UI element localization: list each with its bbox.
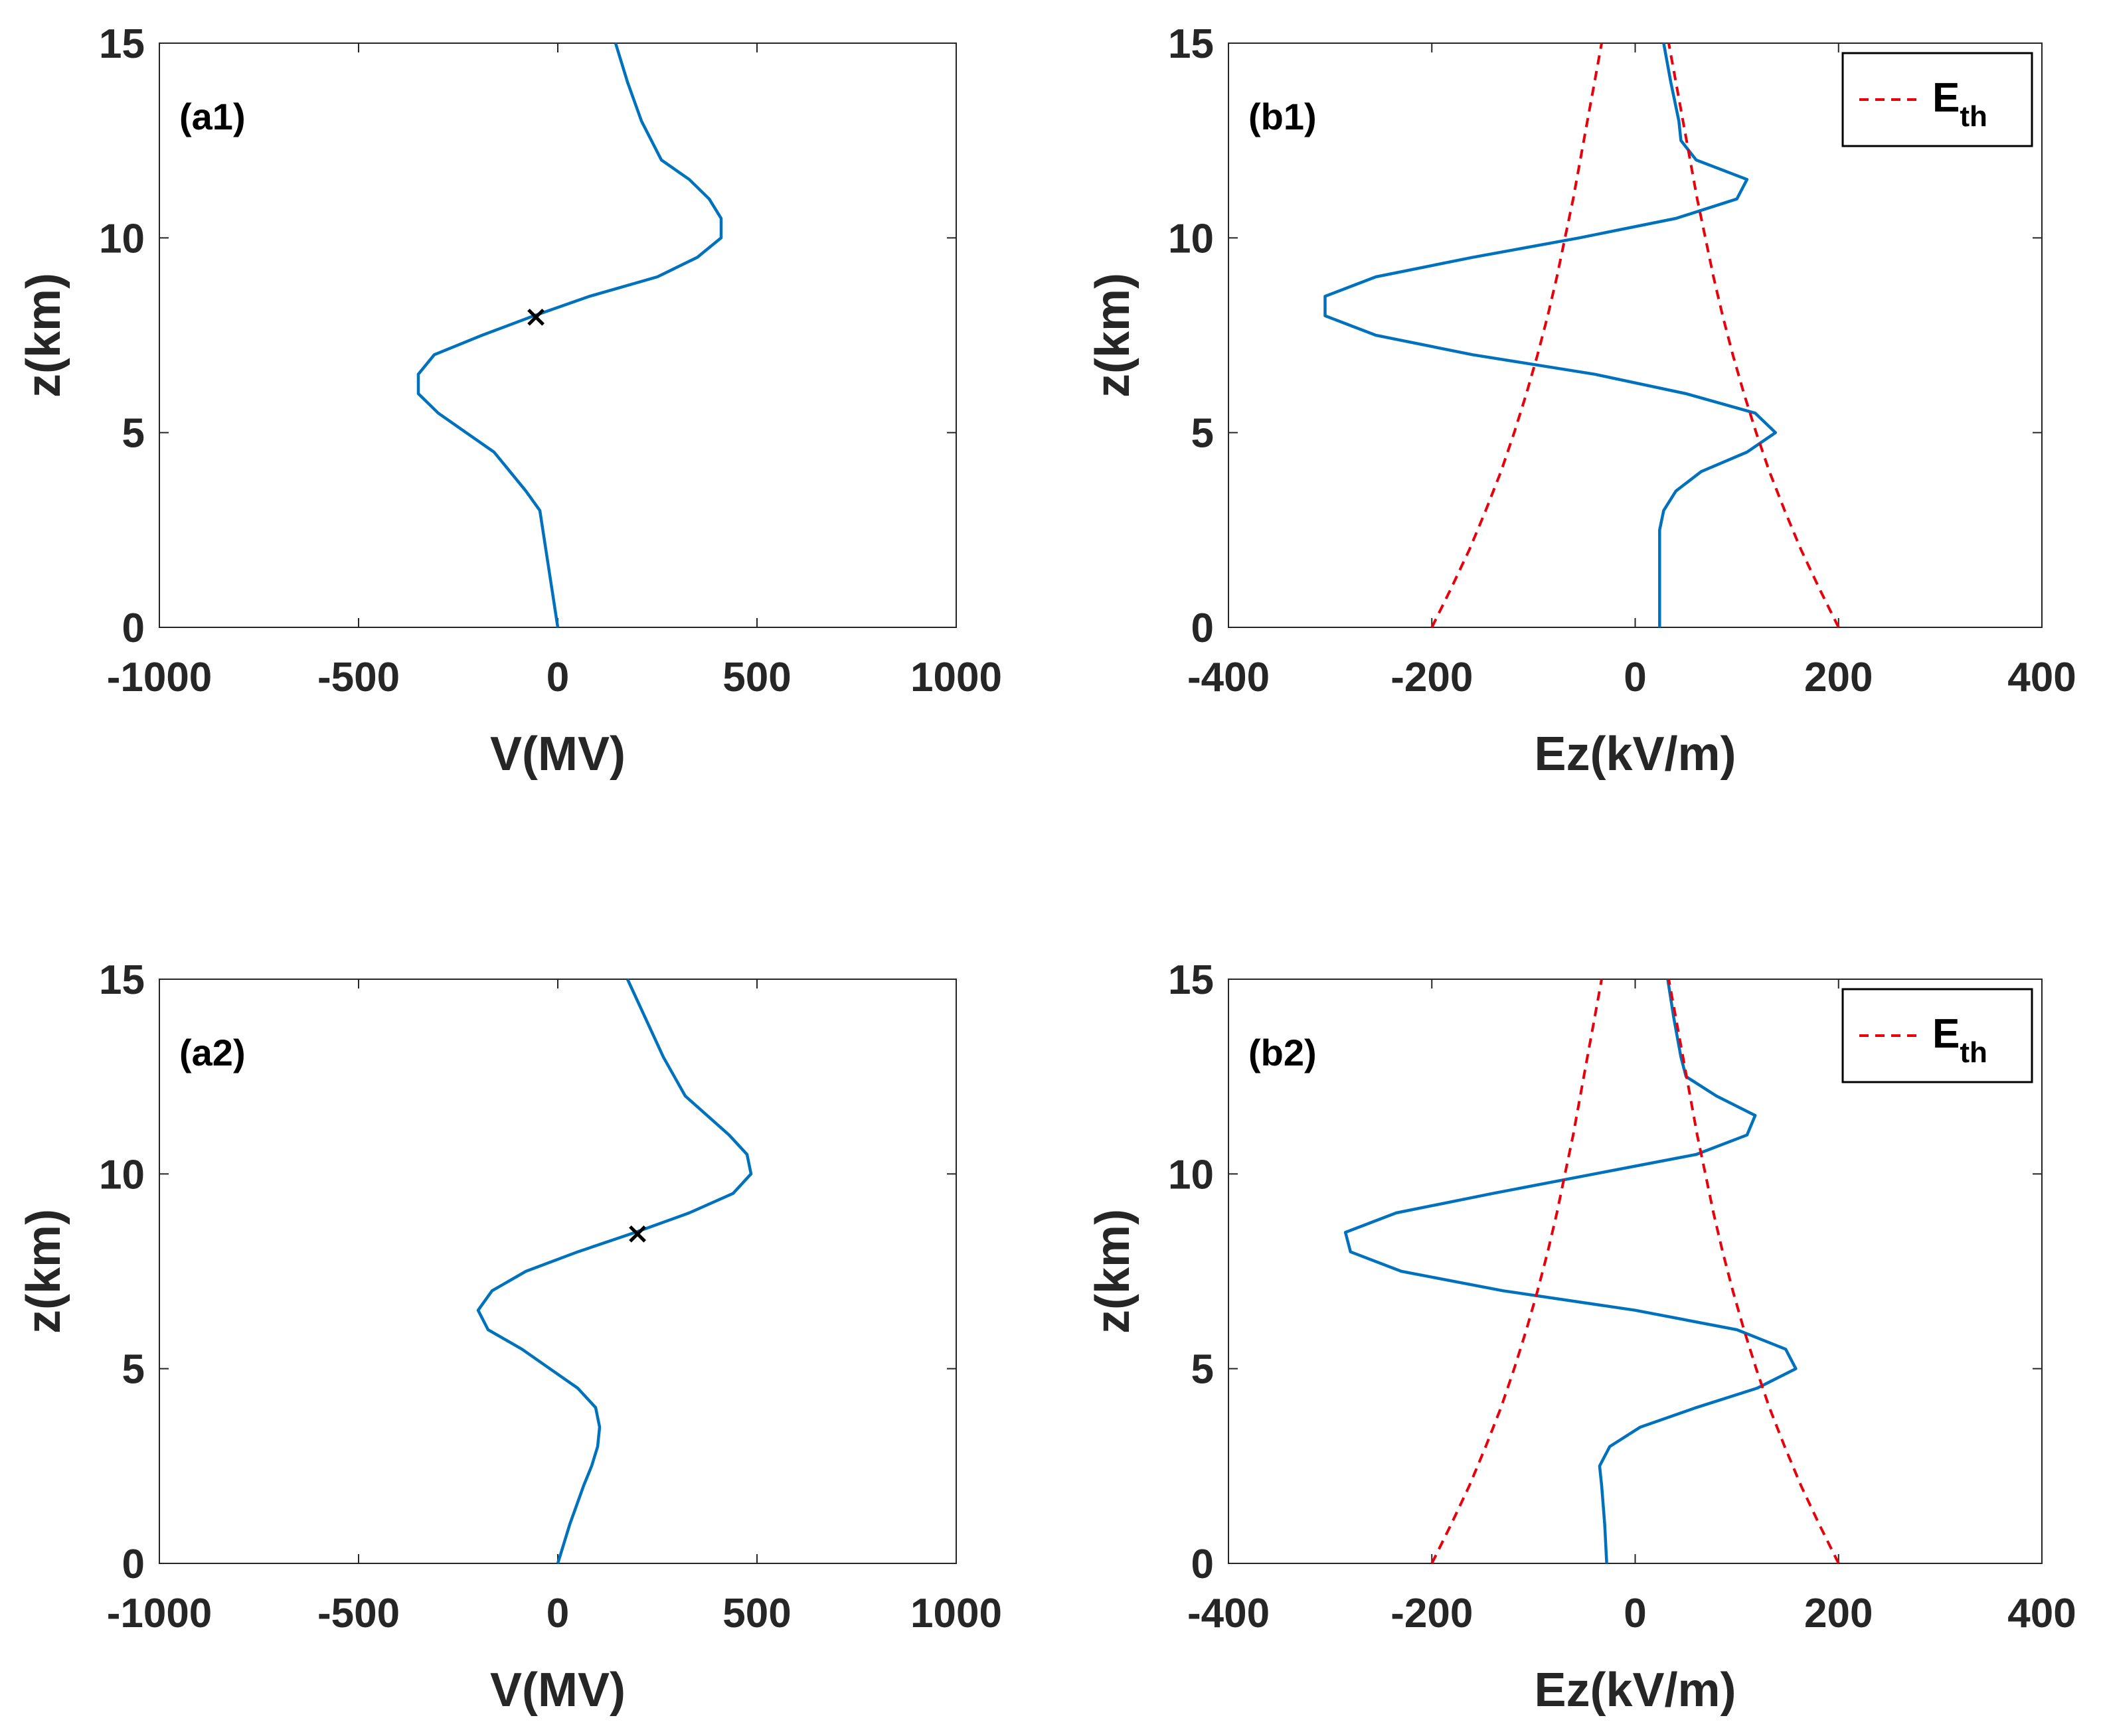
- threshold-line: [1430, 979, 1603, 1564]
- threshold-line: [1667, 979, 1840, 1564]
- legend-main: E: [1932, 75, 1960, 121]
- y-tick-label: 5: [1191, 411, 1214, 457]
- x-axis-label: V(MV): [490, 1664, 626, 1717]
- x-tick-label: 0: [547, 1591, 569, 1636]
- data-line: [416, 42, 723, 628]
- x-tick-label: 1000: [910, 655, 1002, 700]
- y-tick-label: 0: [122, 1541, 145, 1587]
- data-line: [1343, 979, 1798, 1564]
- x-tick-label: 0: [547, 655, 569, 700]
- axes-box: [159, 42, 957, 628]
- y-axis-label: z(km): [17, 273, 70, 398]
- legend-subscript: th: [1960, 1036, 1987, 1069]
- y-axis-label: z(km): [1086, 1209, 1139, 1334]
- y-tick-label: 5: [1191, 1347, 1214, 1393]
- legend-box: [1841, 988, 2033, 1083]
- panel-a1: -1000 -500 0 500 1000 0 5 10 15 V(MV) z(km) (a1) ×: [17, 21, 1002, 781]
- legend-box: [1841, 52, 2033, 147]
- x-tick-label: -1000: [107, 655, 212, 700]
- panel-b2: -400 -200 0 200 400 0 5 10 15 Ez(kV/m) z(km) (b2) Et…: [1086, 957, 2076, 1717]
- legend-label: Eth: [1932, 75, 1987, 133]
- x-axis-label: Ez(kV/m): [1534, 728, 1736, 781]
- data-line: [1323, 42, 1778, 627]
- y-tick-label: 15: [99, 957, 145, 1003]
- axes-box: [159, 979, 957, 1564]
- legend: Eth: [1841, 52, 2033, 147]
- legend-label: Eth: [1932, 1011, 1987, 1069]
- panel-label: (a1): [179, 96, 246, 137]
- x-tick-label: 1000: [910, 1591, 1002, 1636]
- x-tick-label: -500: [317, 1591, 400, 1636]
- x-axis-label: Ez(kV/m): [1534, 1664, 1736, 1717]
- y-axis-label: z(km): [1086, 273, 1139, 398]
- panel-label: (a2): [179, 1032, 246, 1073]
- y-tick-label: 5: [122, 1347, 145, 1393]
- x-tick-label: -200: [1390, 1591, 1473, 1636]
- legend-main: E: [1932, 1011, 1960, 1057]
- threshold-line: [1667, 42, 1840, 628]
- y-axis-label: z(km): [17, 1209, 70, 1334]
- x-axis-label: V(MV): [490, 728, 626, 781]
- x-tick-label: -400: [1187, 655, 1270, 700]
- legend: Eth: [1841, 988, 2033, 1083]
- x-tick-label: -400: [1187, 1591, 1270, 1636]
- threshold-line: [1430, 42, 1603, 628]
- x-tick-label: 500: [722, 655, 791, 700]
- x-tick-label: 500: [722, 1591, 791, 1636]
- x-tick-label: -200: [1390, 655, 1473, 700]
- x-tick-label: 400: [2007, 655, 2076, 700]
- panel-b1: -400 -200 0 200 400 0 5 10 15 Ez(kV/m) z(km) (b1) Et…: [1086, 21, 2076, 781]
- legend-subscript: th: [1960, 100, 1987, 133]
- y-tick-label: 5: [122, 411, 145, 457]
- panel-label: (b1): [1248, 96, 1317, 137]
- y-tick-label: 15: [1168, 957, 1214, 1003]
- y-tick-label: 0: [122, 605, 145, 651]
- panel-a2: -1000 -500 0 500 1000 0 5 10 15 V(MV) z(km) (a2) ×: [17, 957, 1002, 1717]
- data-line: [476, 979, 753, 1564]
- y-tick-label: 0: [1191, 1541, 1214, 1587]
- x-tick-label: -1000: [107, 1591, 212, 1636]
- y-tick-label: 10: [1168, 216, 1214, 262]
- marker-x: ×: [524, 300, 548, 334]
- y-tick-label: 15: [1168, 21, 1214, 67]
- x-tick-label: 400: [2007, 1591, 2076, 1636]
- y-tick-label: 15: [99, 21, 145, 67]
- x-tick-label: 0: [1624, 1591, 1646, 1636]
- x-tick-label: 200: [1804, 655, 1873, 700]
- marker-x: ×: [626, 1216, 650, 1250]
- y-tick-label: 10: [99, 1152, 145, 1198]
- x-tick-label: 200: [1804, 1591, 1873, 1636]
- y-tick-label: 10: [1168, 1152, 1214, 1198]
- y-tick-label: 10: [99, 216, 145, 262]
- y-tick-label: 0: [1191, 605, 1214, 651]
- panel-label: (b2): [1248, 1032, 1317, 1073]
- x-tick-label: 0: [1624, 655, 1646, 700]
- x-tick-label: -500: [317, 655, 400, 700]
